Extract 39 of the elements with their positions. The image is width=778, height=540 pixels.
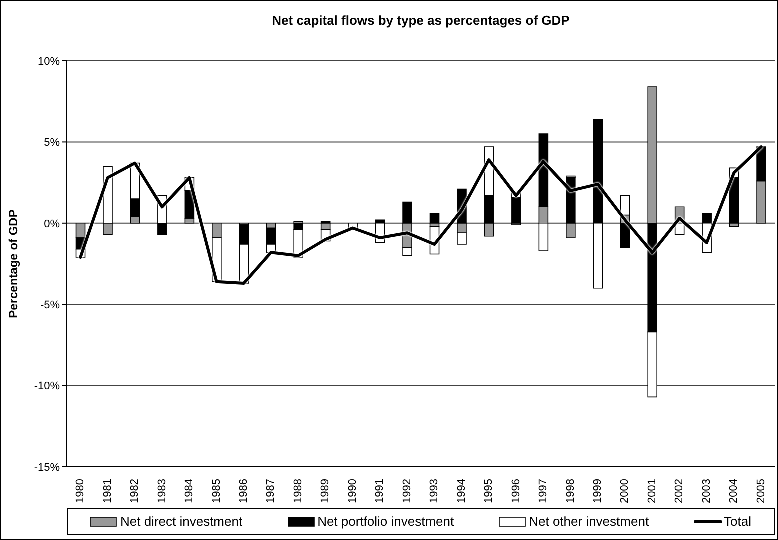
y-axis-title: Percentage of GDP	[6, 210, 20, 318]
y-tick-label: 0%	[44, 218, 60, 230]
y-tick-label: -5%	[40, 300, 60, 312]
legend-label: Total	[724, 514, 752, 529]
x-tick-label: 1993	[428, 479, 441, 504]
x-tick-label: 1991	[374, 479, 386, 504]
x-tick-label: 1984	[184, 479, 196, 504]
legend-label: Net other investment	[529, 514, 650, 529]
x-tick-label: 1989	[320, 479, 332, 504]
x-tick-label: 1997	[538, 479, 550, 504]
y-tick-label: -10%	[34, 380, 60, 393]
x-tick-label: 1999	[592, 479, 604, 504]
y-tick-label: -15%	[34, 462, 60, 474]
x-tick-label: 1980	[74, 479, 87, 504]
x-tick-label: 2001	[646, 479, 658, 504]
bar	[430, 213, 440, 224]
x-tick-label: 1990	[346, 479, 359, 504]
y-tick-label: 5%	[44, 137, 60, 150]
y-tick-label: 10%	[38, 56, 60, 68]
x-tick-label: 2005	[755, 479, 768, 504]
legend-label: Net portfolio investment	[318, 514, 454, 529]
x-tick-label: 1995	[483, 479, 496, 504]
chart-title: Net capital flows by type as percentages of GDP	[271, 13, 571, 28]
x-tick-label: 1996	[510, 479, 522, 504]
x-tick-label: 1992	[401, 479, 414, 504]
x-tick-label: 2000	[619, 479, 632, 504]
x-tick-label: 1981	[102, 479, 114, 504]
x-tick-label: 2002	[674, 479, 686, 504]
x-tick-label: 1986	[238, 479, 250, 504]
x-tick-label: 1987	[265, 479, 278, 504]
x-tick-label: 1983	[156, 479, 168, 504]
x-tick-label: 1988	[292, 479, 304, 504]
x-tick-label: 1994	[456, 479, 468, 504]
x-tick-label: 1998	[564, 479, 577, 504]
legend-label: Net direct investment	[120, 514, 243, 529]
x-tick-label: 2004	[728, 479, 740, 504]
x-tick-label: 1985	[210, 479, 223, 504]
x-tick-label: 1982	[129, 479, 142, 504]
x-tick-label: 2003	[700, 479, 713, 504]
